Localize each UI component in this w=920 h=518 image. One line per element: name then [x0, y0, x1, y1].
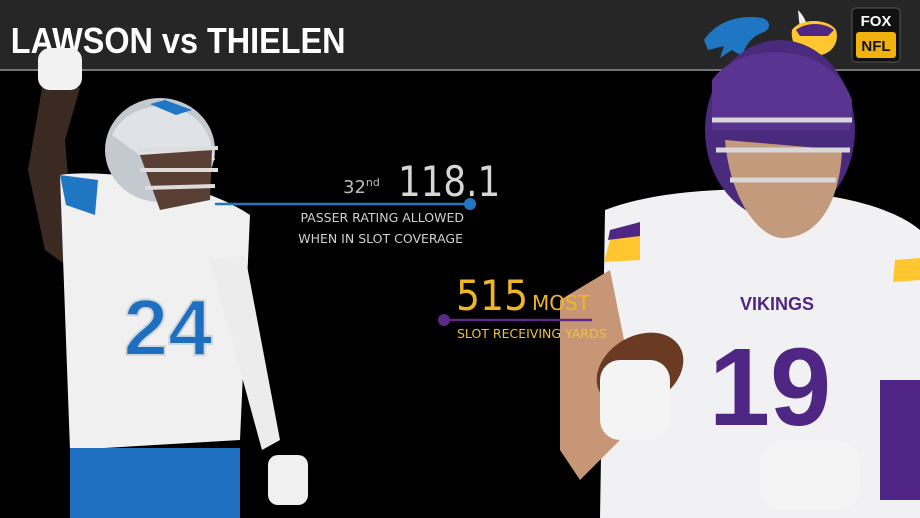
- league-logo-text: NFL: [861, 38, 890, 55]
- rank-suffix: nd: [366, 176, 380, 189]
- rank-number: 32: [343, 177, 366, 198]
- player-left: 24: [28, 48, 308, 518]
- stat-qualifier: MOST: [532, 291, 591, 315]
- connector-dot: [438, 314, 450, 326]
- network-logo-text: FOX: [861, 13, 892, 30]
- stat-value: 515: [456, 272, 528, 320]
- rank: 32nd: [343, 176, 380, 198]
- stat-label: PASSER RATING ALLOWED: [300, 210, 464, 225]
- fox-nfl-logo: FOX NFL: [851, 7, 901, 63]
- stat-label: WHEN IN SLOT COVERAGE: [298, 231, 463, 246]
- stat-slot-yards: 515 MOST SLOT RECEIVING YARDS: [438, 272, 607, 341]
- jersey-number: 24: [124, 283, 213, 372]
- lions-logo: [704, 16, 770, 59]
- stat-value: 118.1: [398, 158, 500, 206]
- team-wordmark: VIKINGS: [740, 294, 814, 314]
- stat-passer-rating: 32nd 118.1 PASSER RATING ALLOWED WHEN IN…: [215, 158, 500, 246]
- connector-dot: [464, 198, 476, 210]
- player-right: VIKINGS 19: [560, 40, 920, 518]
- jersey-number: 19: [709, 326, 831, 449]
- stat-label: SLOT RECEIVING YARDS: [457, 326, 607, 341]
